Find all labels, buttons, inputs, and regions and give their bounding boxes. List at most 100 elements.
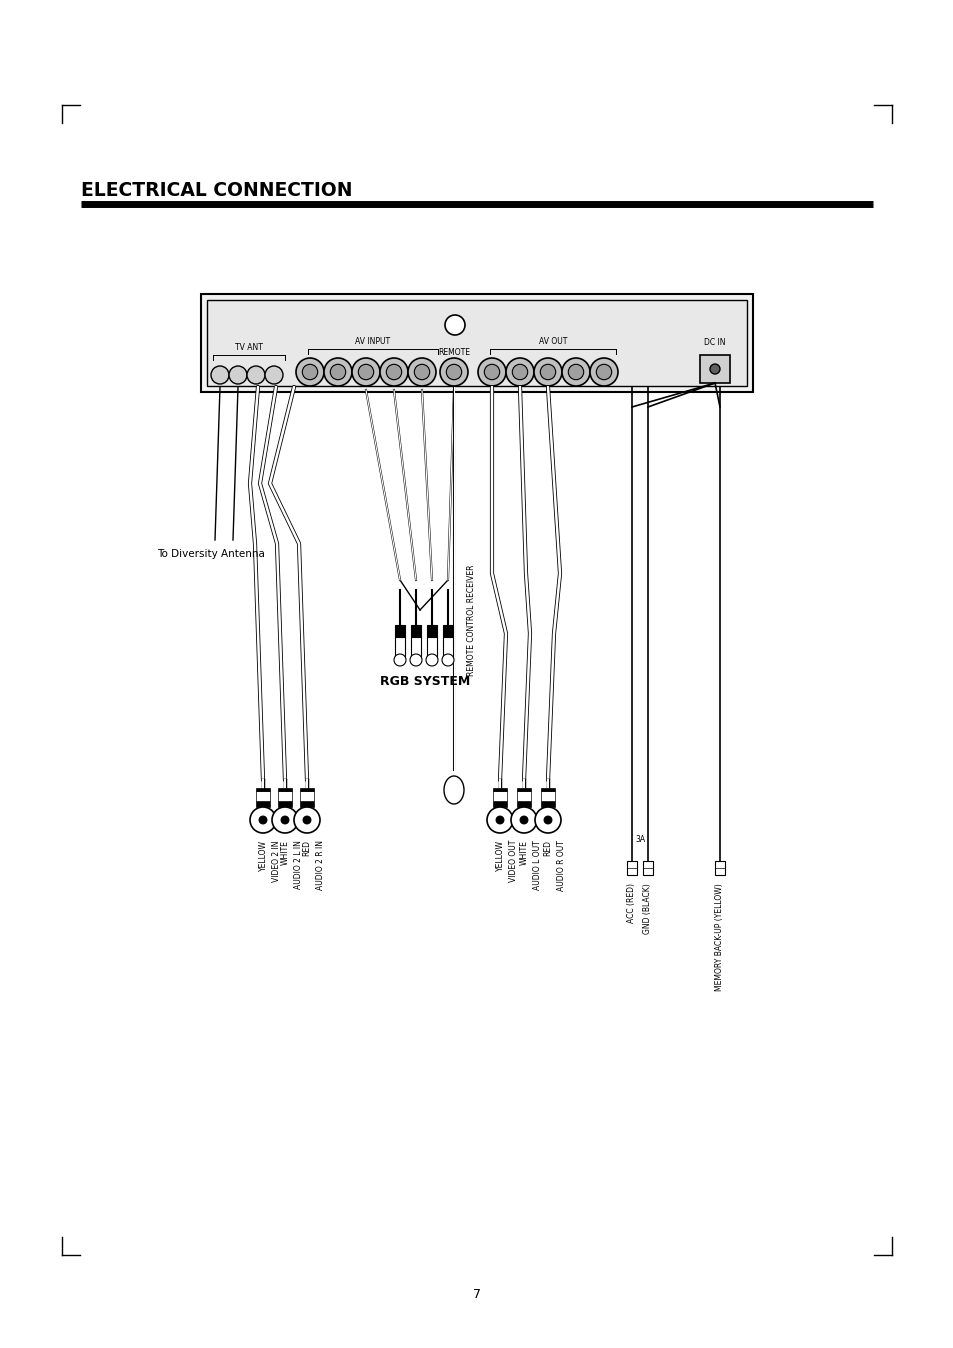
Bar <box>395 625 405 638</box>
Text: AUDIO R OUT: AUDIO R OUT <box>557 840 566 891</box>
Circle shape <box>302 364 317 380</box>
Bar <box>540 791 555 801</box>
Circle shape <box>303 816 311 824</box>
Circle shape <box>441 654 454 666</box>
Bar <box>517 791 531 801</box>
Circle shape <box>543 816 552 824</box>
Circle shape <box>709 364 720 373</box>
Circle shape <box>211 367 229 384</box>
Bar <box>626 861 637 875</box>
Text: 7: 7 <box>473 1289 480 1302</box>
Bar <box>442 625 453 638</box>
Bar <box>299 791 314 801</box>
Bar <box>517 801 531 807</box>
Circle shape <box>379 359 408 386</box>
Bar <box>411 625 420 638</box>
Circle shape <box>519 816 527 824</box>
Circle shape <box>265 367 283 384</box>
Circle shape <box>496 816 503 824</box>
Text: GND (BLACK): GND (BLACK) <box>643 883 652 934</box>
Bar <box>201 294 752 392</box>
Bar <box>299 787 314 791</box>
Circle shape <box>414 364 429 380</box>
Text: TV ANT: TV ANT <box>234 342 263 352</box>
Circle shape <box>484 364 499 380</box>
Circle shape <box>535 807 560 833</box>
Circle shape <box>439 359 468 386</box>
Bar <box>255 791 270 801</box>
Bar <box>427 638 436 659</box>
Circle shape <box>477 359 505 386</box>
Circle shape <box>511 807 537 833</box>
Circle shape <box>330 364 345 380</box>
Circle shape <box>589 359 618 386</box>
Circle shape <box>568 364 583 380</box>
Bar <box>540 801 555 807</box>
Text: To Diversity Antenna: To Diversity Antenna <box>157 549 265 559</box>
Text: DC IN: DC IN <box>703 338 725 346</box>
Text: WHITE: WHITE <box>519 840 528 865</box>
Circle shape <box>408 359 436 386</box>
Circle shape <box>352 359 379 386</box>
Text: ACC (RED): ACC (RED) <box>627 883 636 923</box>
Circle shape <box>486 807 513 833</box>
Bar <box>427 625 436 638</box>
Bar <box>700 355 729 383</box>
Bar <box>493 787 507 791</box>
Circle shape <box>394 654 406 666</box>
Bar <box>411 638 420 659</box>
Bar <box>642 861 652 875</box>
Circle shape <box>259 816 267 824</box>
Bar <box>299 801 314 807</box>
Circle shape <box>229 367 247 384</box>
Circle shape <box>505 359 534 386</box>
Text: ELECTRICAL CONNECTION: ELECTRICAL CONNECTION <box>81 181 352 200</box>
Bar <box>442 638 453 659</box>
Bar <box>493 801 507 807</box>
Circle shape <box>512 364 527 380</box>
Circle shape <box>426 654 437 666</box>
Text: WHITE: WHITE <box>280 840 289 865</box>
Bar <box>395 638 405 659</box>
Circle shape <box>446 364 461 380</box>
Text: RED: RED <box>302 840 312 856</box>
Bar <box>517 787 531 791</box>
Bar <box>207 301 746 386</box>
Text: VIDEO 2 IN: VIDEO 2 IN <box>273 840 281 882</box>
Circle shape <box>295 359 324 386</box>
Text: AUDIO 2 R IN: AUDIO 2 R IN <box>316 840 325 890</box>
Bar <box>277 791 292 801</box>
Bar <box>277 787 292 791</box>
Circle shape <box>410 654 421 666</box>
Text: REMOTE CONTROL RECEIVER: REMOTE CONTROL RECEIVER <box>467 565 476 675</box>
Circle shape <box>386 364 401 380</box>
Ellipse shape <box>443 776 463 803</box>
Text: YELLOW: YELLOW <box>258 840 267 871</box>
Circle shape <box>294 807 319 833</box>
Text: MEMORY BACK-UP (YELLOW): MEMORY BACK-UP (YELLOW) <box>715 883 723 991</box>
Text: AV OUT: AV OUT <box>538 337 567 346</box>
Bar <box>493 791 507 801</box>
Circle shape <box>539 364 555 380</box>
Text: AV INPUT: AV INPUT <box>355 337 390 346</box>
Text: 3A: 3A <box>635 836 644 844</box>
Text: YELLOW: YELLOW <box>495 840 504 871</box>
Circle shape <box>561 359 589 386</box>
Text: AUDIO L OUT: AUDIO L OUT <box>533 840 542 890</box>
Bar <box>540 787 555 791</box>
Text: RED: RED <box>543 840 552 856</box>
Circle shape <box>281 816 289 824</box>
Circle shape <box>247 367 265 384</box>
Bar <box>277 801 292 807</box>
Text: REMOTE: REMOTE <box>437 348 470 357</box>
Text: RGB SYSTEM: RGB SYSTEM <box>379 675 470 687</box>
Circle shape <box>272 807 297 833</box>
Bar <box>714 861 724 875</box>
Circle shape <box>358 364 374 380</box>
Bar <box>255 801 270 807</box>
Bar <box>255 787 270 791</box>
Circle shape <box>444 315 464 336</box>
Circle shape <box>534 359 561 386</box>
Text: AUDIO 2 L IN: AUDIO 2 L IN <box>294 840 303 888</box>
Circle shape <box>596 364 611 380</box>
